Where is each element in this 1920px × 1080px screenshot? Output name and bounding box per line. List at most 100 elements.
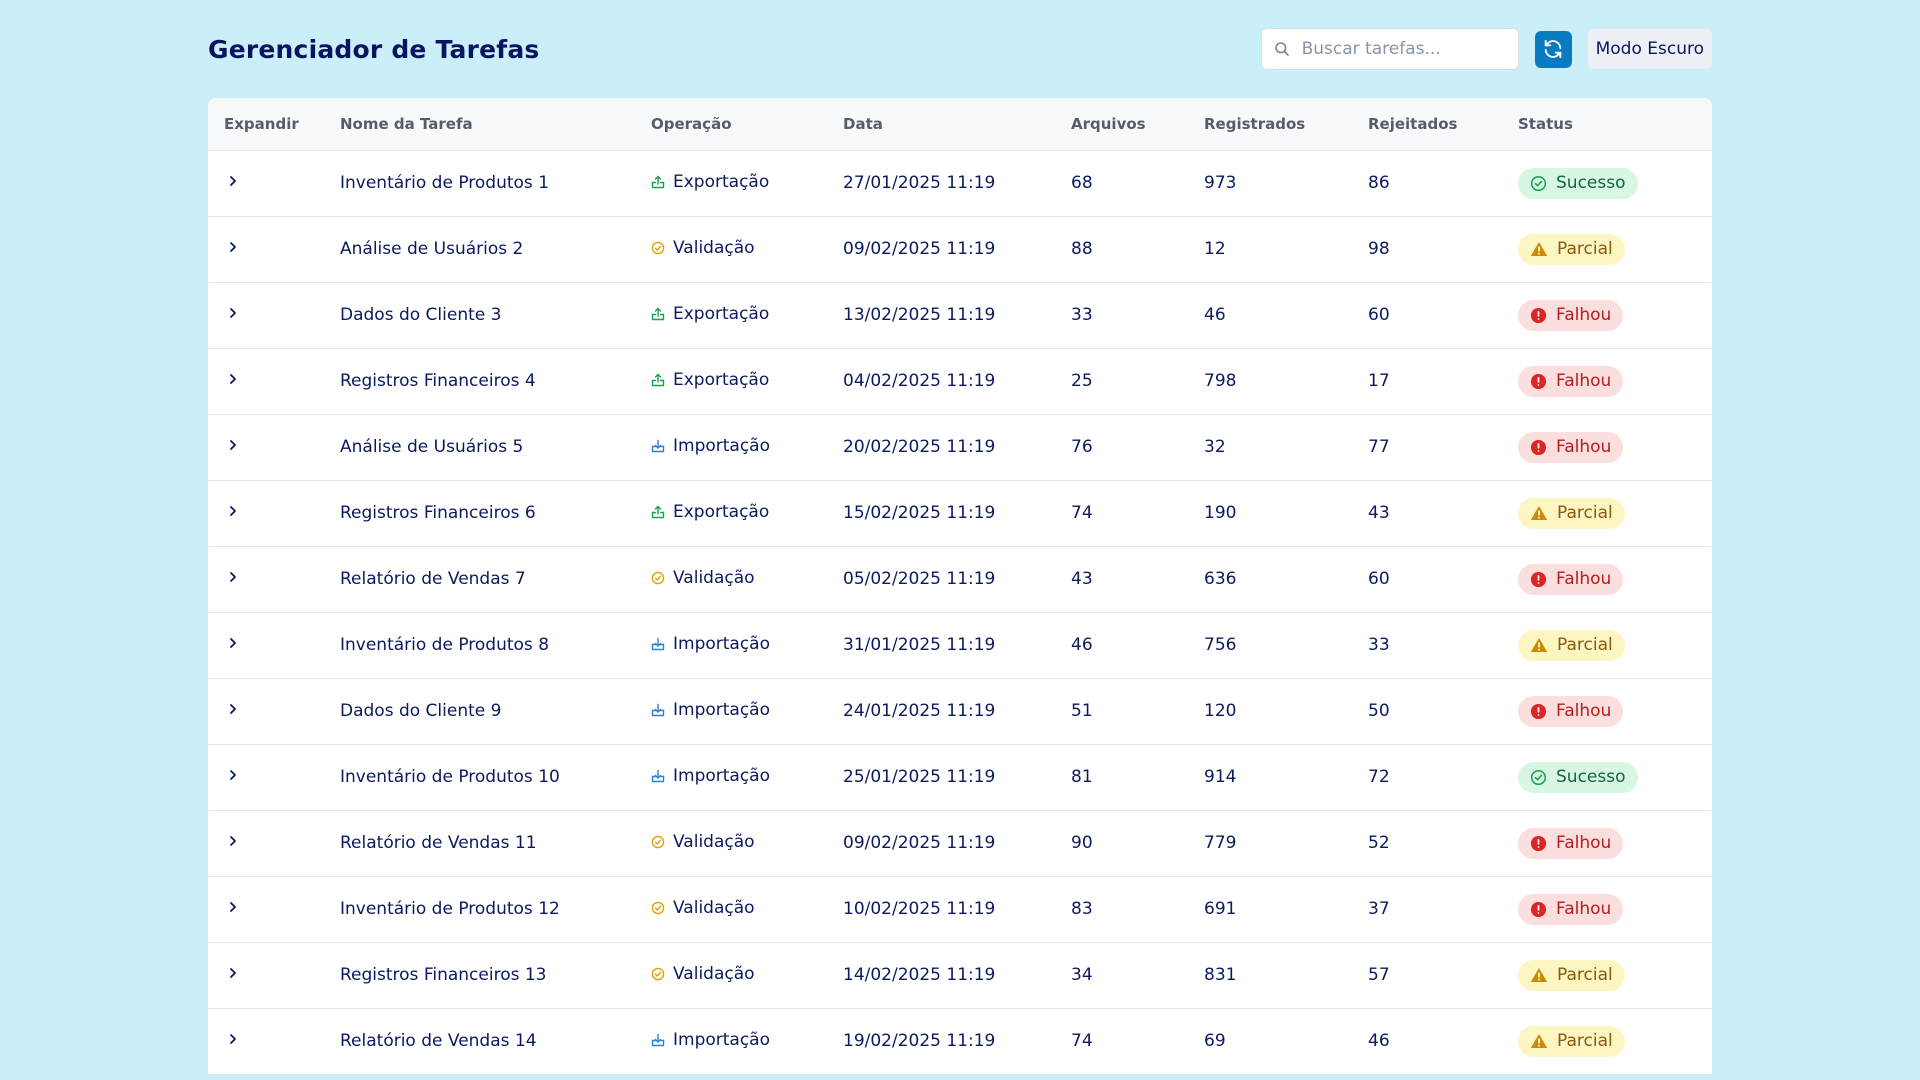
table-row[interactable]: Análise de Usuários 5 Importação 20/02/202… bbox=[208, 414, 1712, 480]
page-title: Gerenciador de Tarefas bbox=[208, 34, 540, 64]
operation-label: Exportação bbox=[673, 304, 770, 324]
expand-cell bbox=[208, 612, 324, 678]
status-badge: Falhou bbox=[1518, 365, 1624, 397]
table-row[interactable]: Inventário de Produtos 12 Validação 10/02/… bbox=[208, 876, 1712, 942]
chevron-right-icon[interactable] bbox=[226, 503, 240, 523]
operation-label: Validação bbox=[673, 898, 755, 918]
operation-label: Importação bbox=[673, 634, 771, 654]
search-box[interactable] bbox=[1260, 28, 1519, 70]
rejected-cell: 60 bbox=[1368, 305, 1390, 325]
table-row[interactable]: Análise de Usuários 2 Validação 09/02/2025… bbox=[208, 216, 1712, 282]
chevron-right-icon[interactable] bbox=[226, 305, 240, 325]
task-name: Registros Financeiros 6 bbox=[340, 503, 536, 523]
registered-cell: 46 bbox=[1204, 305, 1226, 325]
operation-cell: Exportação bbox=[635, 150, 827, 216]
status-cell: Falhou bbox=[1502, 678, 1712, 744]
validation-icon bbox=[651, 571, 673, 585]
status-label: Sucesso bbox=[1556, 173, 1626, 193]
files-cell: 90 bbox=[1071, 833, 1093, 853]
chevron-right-icon[interactable] bbox=[226, 635, 240, 655]
chevron-right-icon[interactable] bbox=[226, 701, 240, 721]
registered-cell: 756 bbox=[1204, 635, 1237, 655]
export-icon bbox=[651, 307, 673, 321]
task-name: Registros Financeiros 13 bbox=[340, 965, 547, 985]
operation-cell: Exportação bbox=[635, 348, 827, 414]
date-cell: 14/02/2025 11:19 bbox=[843, 965, 996, 985]
date-cell: 13/02/2025 11:19 bbox=[843, 305, 996, 325]
date-cell: 09/02/2025 11:19 bbox=[843, 239, 996, 259]
table-row[interactable]: Inventário de Produtos 10 Importação 25/01… bbox=[208, 744, 1712, 810]
column-header-files[interactable]: Arquivos bbox=[1055, 98, 1188, 151]
chevron-right-icon[interactable] bbox=[226, 899, 240, 919]
date-cell: 19/02/2025 11:19 bbox=[843, 1031, 996, 1051]
rejected-cell: 57 bbox=[1368, 965, 1390, 985]
column-header-date[interactable]: Data bbox=[827, 98, 1055, 151]
chevron-right-icon[interactable] bbox=[226, 239, 240, 259]
validation-icon bbox=[651, 967, 673, 981]
status-cell: Falhou bbox=[1502, 810, 1712, 876]
status-label: Falhou bbox=[1556, 899, 1612, 919]
expand-cell bbox=[208, 810, 324, 876]
export-icon bbox=[651, 175, 673, 189]
task-name: Inventário de Produtos 8 bbox=[340, 635, 550, 655]
tasks-table-card: Expandir Nome da Tarefa Operação Data Ar… bbox=[208, 98, 1712, 1075]
validation-icon bbox=[651, 835, 673, 849]
search-input[interactable] bbox=[1301, 39, 1512, 59]
status-label: Parcial bbox=[1557, 635, 1613, 655]
table-row[interactable]: Relatório de Vendas 11 Validação 09/02/202… bbox=[208, 810, 1712, 876]
operation-cell: Validação bbox=[635, 810, 827, 876]
status-badge: Falhou bbox=[1518, 827, 1624, 859]
column-header-rejected[interactable]: Rejeitados bbox=[1352, 98, 1502, 151]
status-cell: Falhou bbox=[1502, 876, 1712, 942]
status-badge: Falhou bbox=[1518, 299, 1624, 331]
files-cell: 88 bbox=[1071, 239, 1093, 259]
column-header-status[interactable]: Status bbox=[1502, 98, 1712, 151]
table-row[interactable]: Registros Financeiros 13 Validação 14/02/2… bbox=[208, 942, 1712, 1008]
chevron-right-icon[interactable] bbox=[226, 965, 240, 985]
status-cell: Parcial bbox=[1502, 942, 1712, 1008]
column-header-operation[interactable]: Operação bbox=[635, 98, 827, 151]
operation-cell: Importação bbox=[635, 612, 827, 678]
table-row[interactable]: Inventário de Produtos 8 Importação 31/01/… bbox=[208, 612, 1712, 678]
table-row[interactable]: Relatório de Vendas 7 Validação 05/02/2025… bbox=[208, 546, 1712, 612]
app-container: Gerenciador de Tarefas Modo Escuro bbox=[208, 0, 1712, 1075]
task-name: Análise de Usuários 5 bbox=[340, 437, 524, 457]
files-cell: 74 bbox=[1071, 1031, 1093, 1051]
operation-label: Validação bbox=[673, 832, 755, 852]
registered-cell: 973 bbox=[1204, 173, 1237, 193]
refresh-button[interactable] bbox=[1534, 30, 1572, 68]
expand-cell bbox=[208, 942, 324, 1008]
chevron-right-icon[interactable] bbox=[226, 767, 240, 787]
status-label: Falhou bbox=[1556, 437, 1612, 457]
operation-label: Importação bbox=[673, 766, 771, 786]
chevron-right-icon[interactable] bbox=[226, 569, 240, 589]
task-name: Relatório de Vendas 7 bbox=[340, 569, 526, 589]
table-row[interactable]: Relatório de Vendas 14 Importação 19/02/20… bbox=[208, 1008, 1712, 1074]
registered-cell: 914 bbox=[1204, 767, 1237, 787]
table-row[interactable]: Inventário de Produtos 1 Exportação 27/01/… bbox=[208, 150, 1712, 216]
column-header-registered[interactable]: Registrados bbox=[1188, 98, 1352, 151]
registered-cell: 798 bbox=[1204, 371, 1237, 391]
table-row[interactable]: Dados do Cliente 3 Exportação 13/02/2025 1… bbox=[208, 282, 1712, 348]
table-row[interactable]: Dados do Cliente 9 Importação 24/01/2025 1… bbox=[208, 678, 1712, 744]
expand-cell bbox=[208, 1008, 324, 1074]
table-row[interactable]: Registros Financeiros 4 Exportação 04/02/2… bbox=[208, 348, 1712, 414]
chevron-right-icon[interactable] bbox=[226, 437, 240, 457]
dark-mode-button[interactable]: Modo Escuro bbox=[1587, 29, 1712, 69]
status-cell: Falhou bbox=[1502, 414, 1712, 480]
expand-cell bbox=[208, 282, 324, 348]
operation-cell: Importação bbox=[635, 744, 827, 810]
rejected-cell: 72 bbox=[1368, 767, 1390, 787]
status-cell: Falhou bbox=[1502, 546, 1712, 612]
chevron-right-icon[interactable] bbox=[226, 173, 240, 193]
import-icon bbox=[651, 769, 673, 783]
date-cell: 15/02/2025 11:19 bbox=[843, 503, 996, 523]
table-row[interactable]: Registros Financeiros 6 Exportação 15/02/2… bbox=[208, 480, 1712, 546]
chevron-right-icon[interactable] bbox=[226, 371, 240, 391]
column-header-name[interactable]: Nome da Tarefa bbox=[324, 98, 635, 151]
chevron-right-icon[interactable] bbox=[226, 833, 240, 853]
chevron-right-icon[interactable] bbox=[226, 1031, 240, 1051]
operation-label: Exportação bbox=[673, 502, 770, 522]
alert-circle-icon bbox=[1530, 571, 1556, 588]
status-cell: Parcial bbox=[1502, 480, 1712, 546]
